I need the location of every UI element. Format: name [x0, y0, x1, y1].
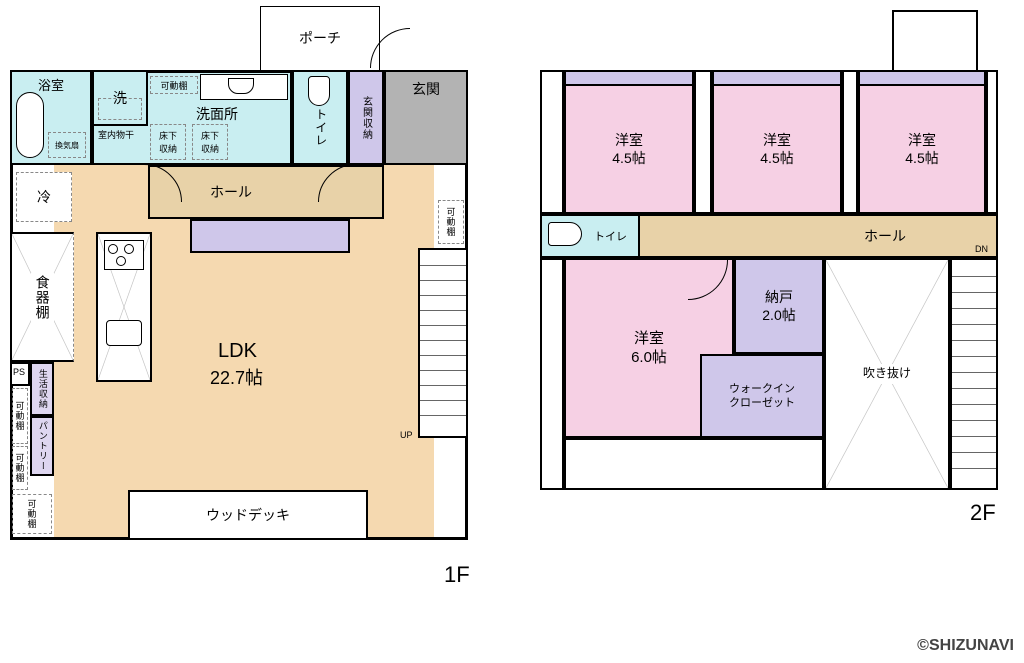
dish-shelf: 食器棚	[10, 232, 74, 362]
stairs-1f	[418, 248, 468, 438]
void: 吹き抜け	[824, 258, 950, 490]
wall-seg-4	[986, 70, 998, 214]
kitchen-sink-icon	[106, 320, 142, 346]
entrance: 玄関	[384, 70, 468, 165]
wall-seg-2	[694, 70, 712, 214]
movable-shelf-1: 可動棚	[12, 388, 28, 444]
bedroom-1: 洋室 4.5帖	[564, 84, 694, 214]
entrance-label: 玄関	[412, 80, 440, 98]
stairs-2f	[950, 258, 998, 490]
underfloor-1: 床下 収納	[150, 124, 186, 160]
genkan-storage: 玄関収納	[348, 70, 384, 165]
copyright: ©SHIZUNAVI	[917, 637, 1014, 655]
bedroom-3: 洋室 4.5帖	[858, 84, 986, 214]
hall-2f: ホール	[640, 214, 998, 258]
wall-seg-1	[540, 70, 564, 214]
hall-1f-label: ホール	[210, 183, 252, 201]
stairs-up: UP	[400, 430, 413, 440]
wall-seg-5	[540, 258, 564, 490]
entrance-shelf: 可動棚	[438, 200, 464, 244]
movable-shelf-2: 可動棚	[12, 446, 28, 490]
fridge-label: 冷	[37, 188, 51, 206]
washer-icon	[98, 98, 142, 120]
bathtub-icon	[16, 92, 44, 158]
bedroom-2: 洋室 4.5帖	[712, 84, 842, 214]
toilet-1f-label: トイレ	[312, 108, 328, 147]
wood-deck: ウッドデッキ	[128, 490, 368, 540]
void-label: 吹き抜け	[859, 364, 915, 384]
toilet-1f-icon	[308, 76, 330, 106]
washroom-hanger: 室内物干	[98, 128, 134, 141]
fridge: 冷	[16, 172, 72, 222]
pantry: パントリー	[30, 416, 54, 476]
stairs-dn: DN	[975, 244, 988, 254]
porch-label: ポーチ	[299, 29, 341, 47]
closet-b4	[564, 438, 824, 490]
washroom-label: 洗面所	[196, 104, 238, 124]
movable-shelf-3: 可動棚	[12, 494, 52, 534]
porch: ポーチ	[260, 6, 380, 70]
wood-deck-label: ウッドデッキ	[206, 506, 290, 524]
hall-closet	[190, 219, 350, 253]
wic: ウォークイン クローゼット	[700, 354, 824, 438]
bath-fan: 換気扇	[48, 132, 86, 158]
floorplan-canvas: ポーチ 浴室 換気扇 洗 可動棚 洗面所 室内物干 床下 収納 床下 収納 トイ…	[0, 0, 1024, 663]
ldk-size: 22.7帖	[210, 364, 263, 390]
floor1-tag: 1F	[444, 562, 470, 588]
genkan-storage-label: 玄関収納	[360, 96, 373, 140]
floor2-protrusion	[892, 10, 978, 72]
closet-b3	[858, 70, 986, 86]
dish-shelf-label: 食器棚	[31, 273, 53, 322]
closet-b1	[564, 70, 694, 86]
bath-label: 浴室	[38, 78, 64, 95]
ps-label: PS	[13, 367, 25, 377]
underfloor-2: 床下 収納	[192, 124, 228, 160]
washroom-shelf: 可動棚	[150, 76, 198, 94]
hall-2f-label: ホール	[864, 227, 906, 245]
wall-seg-3	[842, 70, 858, 214]
ldk-name: LDK	[218, 340, 257, 363]
floor2-tag: 2F	[970, 500, 996, 526]
nando: 納戸 2.0帖	[734, 258, 824, 354]
sink-basin-icon	[228, 78, 254, 94]
life-storage: 生活収納	[30, 362, 54, 416]
closet-b2	[712, 70, 842, 86]
toilet-2f-icon	[548, 222, 582, 246]
toilet-2f-label: トイレ	[594, 228, 627, 244]
